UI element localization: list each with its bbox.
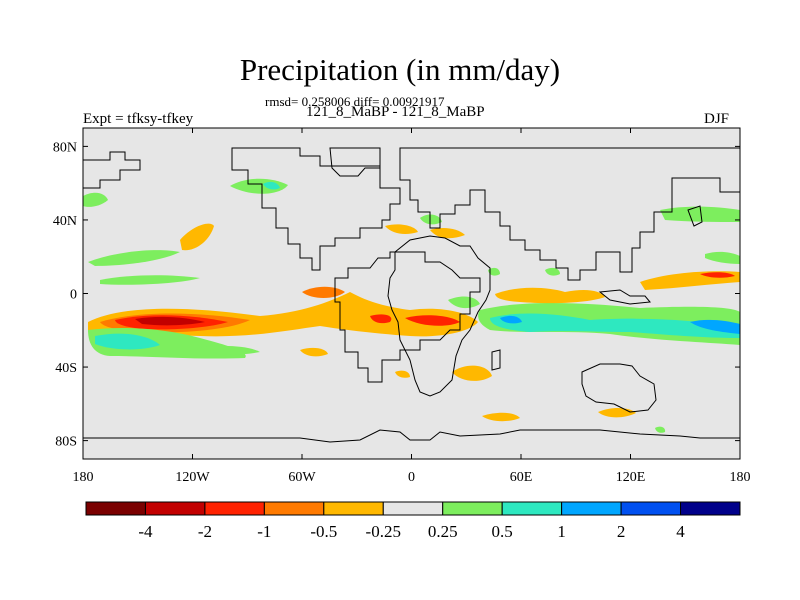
colorbar-swatch <box>442 501 503 516</box>
contour-orange-s-ind1 <box>482 412 520 422</box>
contour-orange-s-africa <box>452 365 492 381</box>
contour-green-s-aus <box>655 426 666 433</box>
lat-tick-label: 80N <box>53 140 77 155</box>
lat-tick-label: 80S <box>55 435 77 450</box>
lon-tick-label: 60W <box>288 470 316 485</box>
contour-green-pac-n2 <box>100 275 200 285</box>
contour-green-west-edge <box>83 192 108 207</box>
contour-orange-atlantic-n2 <box>430 227 465 239</box>
colorbar-label: -2 <box>198 522 212 541</box>
map-background <box>83 128 740 459</box>
colorbar-swatch <box>85 501 146 516</box>
contour-green-asia <box>488 267 500 276</box>
lon-tick-label: 120W <box>175 470 210 485</box>
colorbar-label: -4 <box>138 522 153 541</box>
coastline-west-edge <box>83 151 141 189</box>
colorbar-swatch <box>323 501 384 516</box>
contour-orange-central-pac <box>180 223 214 251</box>
colorbar-label: -0.25 <box>366 522 401 541</box>
lon-tick-label: 180 <box>730 470 751 485</box>
colorbar-swatch <box>144 501 206 516</box>
contour-cyan-ne-pac <box>263 181 280 190</box>
colorbar-swatch <box>204 501 265 516</box>
colorbar-swatch <box>501 501 563 516</box>
contour-red-atlantic <box>405 315 460 326</box>
colorbar-label: 4 <box>676 522 685 541</box>
colorbar-label: -1 <box>257 522 271 541</box>
experiment-label: Expt = tfksy-tfkey <box>83 111 194 127</box>
contour-blue-indian-1 <box>500 315 522 324</box>
latitude-axis: 80N 40N 0 40S 80S <box>53 140 740 450</box>
contour-green-sa <box>448 296 480 309</box>
contour-orange-indian-n <box>495 287 605 304</box>
contour-green-s-pac <box>200 345 260 355</box>
colorbar-label: 0.25 <box>428 522 458 541</box>
contour-red-east <box>370 314 392 324</box>
colorbar-swatch <box>561 501 622 516</box>
contour-green-europe <box>420 214 442 225</box>
colorbar-label: 0.5 <box>492 522 513 541</box>
contour-orange-s-pac <box>300 347 328 357</box>
colorbar-swatch <box>263 501 325 516</box>
coastline-japan <box>687 205 703 227</box>
lon-tick-label: 120E <box>616 470 646 485</box>
longitude-axis: 180 120W 60W 0 60E 120E 180 <box>73 128 751 485</box>
coastline-antarctica <box>83 429 740 443</box>
lon-tick-label: 0 <box>408 470 415 485</box>
colorbar-swatch <box>680 501 741 516</box>
colorbar-label: 2 <box>617 522 626 541</box>
contour-cyan-indian <box>490 313 740 338</box>
coastline-madagascar <box>491 349 501 371</box>
lon-tick-label: 180 <box>73 470 94 485</box>
lon-tick-label: 60E <box>510 470 533 485</box>
coastline-eurasia <box>399 147 741 281</box>
coastline-africa <box>387 235 491 397</box>
coastlines <box>83 147 741 443</box>
colorbar-swatch <box>382 501 444 516</box>
contour-green-pac-n <box>88 250 180 266</box>
coastline-south-america <box>334 251 481 383</box>
lat-tick-label: 40S <box>55 361 77 376</box>
colorbar-label: 1 <box>557 522 566 541</box>
colorbar-label: -0.5 <box>310 522 337 541</box>
stats-label: rmsd= 0.258006 diff= 0.00921917 <box>265 94 445 109</box>
contour-cyan-south-w <box>95 333 160 350</box>
subtitle: 121_8_MaBP - 121_8_MaBP <box>306 104 485 120</box>
contour-green-nwpac2 <box>705 251 740 264</box>
coastline-greenland <box>329 147 381 177</box>
colorbar-swatch <box>620 501 682 516</box>
contour-blue-indian-2 <box>690 319 740 334</box>
season-label: DJF <box>704 111 730 127</box>
plot-title: Precipitation (in mm/day) <box>239 52 561 87</box>
contour-orange-atlantic-n <box>385 224 418 234</box>
coastline-australia <box>581 363 657 413</box>
precip-anomaly-field <box>83 178 740 433</box>
coastline-americas <box>231 147 401 271</box>
contour-green-arabia <box>545 267 560 276</box>
contour-darkred-core <box>135 316 205 326</box>
colorbar: -4 -2 -1 -0.5 -0.25 0.25 0.5 1 2 4 <box>85 501 741 541</box>
lat-tick-label: 40N <box>53 214 77 229</box>
coastline-indonesia <box>598 289 651 305</box>
contour-green-nwpac <box>660 206 740 222</box>
contour-orange-sa-n <box>302 286 345 298</box>
contour-red-wpac <box>700 272 735 278</box>
contour-orange-sa <box>395 370 410 378</box>
lat-tick-label: 0 <box>70 288 77 303</box>
